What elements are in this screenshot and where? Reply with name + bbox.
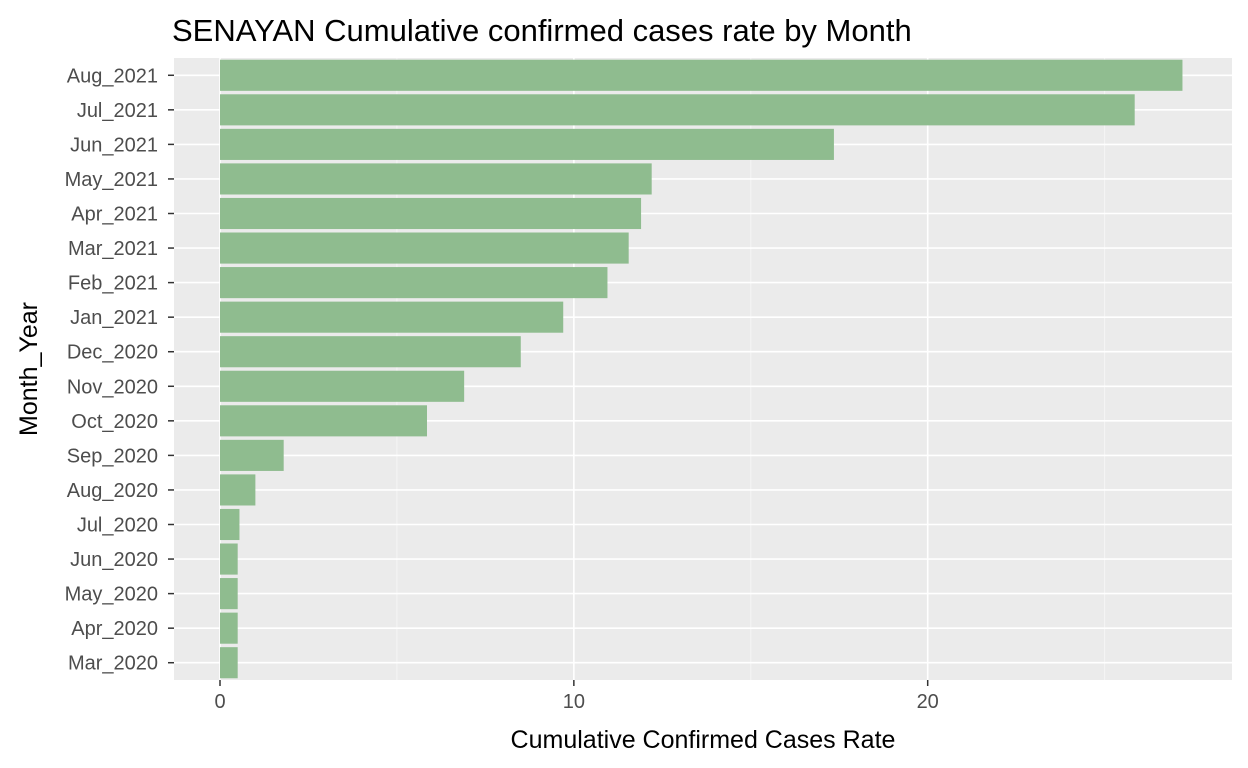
bar-Feb_2021 (220, 267, 608, 299)
y-axis-title: Month_Year (15, 302, 43, 436)
bar-May_2021 (220, 163, 652, 195)
y-tick-label: May_2020 (65, 584, 158, 606)
bar-Dec_2020 (220, 336, 521, 368)
y-tick-label: Apr_2020 (71, 618, 158, 640)
y-tick-label: Sep_2020 (67, 445, 158, 467)
bar-Aug_2020 (220, 474, 256, 506)
chart-title: SENAYAN Cumulative confirmed cases rate … (172, 13, 912, 48)
y-tick-label: Aug_2021 (67, 65, 158, 87)
bar-Nov_2020 (220, 370, 465, 402)
y-tick-label: Dec_2020 (67, 342, 158, 364)
x-tick-label: 20 (917, 691, 939, 713)
bar-Jan_2021 (220, 301, 564, 333)
plot-panel (174, 58, 1232, 680)
bar-Aug_2021 (220, 59, 1183, 91)
y-tick-label: Mar_2021 (68, 238, 158, 260)
x-axis: 0 10 20 (214, 680, 939, 713)
y-tick-label: Mar_2020 (68, 653, 158, 675)
y-tick-label: May_2021 (65, 169, 158, 191)
bar-Mar_2021 (220, 232, 629, 264)
y-tick-label: Feb_2021 (68, 273, 158, 295)
bar-Mar_2020 (220, 647, 238, 679)
bar-Jul_2021 (220, 94, 1135, 126)
bar-Jul_2020 (220, 508, 240, 541)
y-tick-label: Nov_2020 (67, 376, 158, 398)
bar-Jun_2020 (220, 543, 238, 575)
y-tick-label: Jul_2020 (77, 515, 158, 537)
x-axis-title: Cumulative Confirmed Cases Rate (511, 726, 896, 754)
y-tick-label: Jan_2021 (70, 307, 158, 329)
bars (220, 59, 1183, 679)
bar-Jun_2021 (220, 128, 834, 160)
x-tick-label: 0 (214, 691, 225, 713)
y-axis: Mar_2020 Apr_2020 May_2020 Jun_2020 Jul_2020… (65, 65, 174, 675)
x-tick-label: 10 (563, 691, 585, 713)
y-tick-label: Jun_2021 (70, 134, 158, 156)
bar-Sep_2020 (220, 439, 284, 471)
y-tick-label: Aug_2020 (67, 480, 158, 502)
y-tick-label: Apr_2021 (71, 204, 158, 226)
y-tick-label: Jul_2021 (77, 100, 158, 122)
bar-Apr_2021 (220, 197, 642, 230)
y-tick-label: Jun_2020 (70, 549, 158, 571)
y-tick-label: Oct_2020 (71, 411, 158, 433)
bar-Apr_2020 (220, 612, 238, 644)
bar-Oct_2020 (220, 405, 427, 437)
bar-May_2020 (220, 578, 238, 610)
